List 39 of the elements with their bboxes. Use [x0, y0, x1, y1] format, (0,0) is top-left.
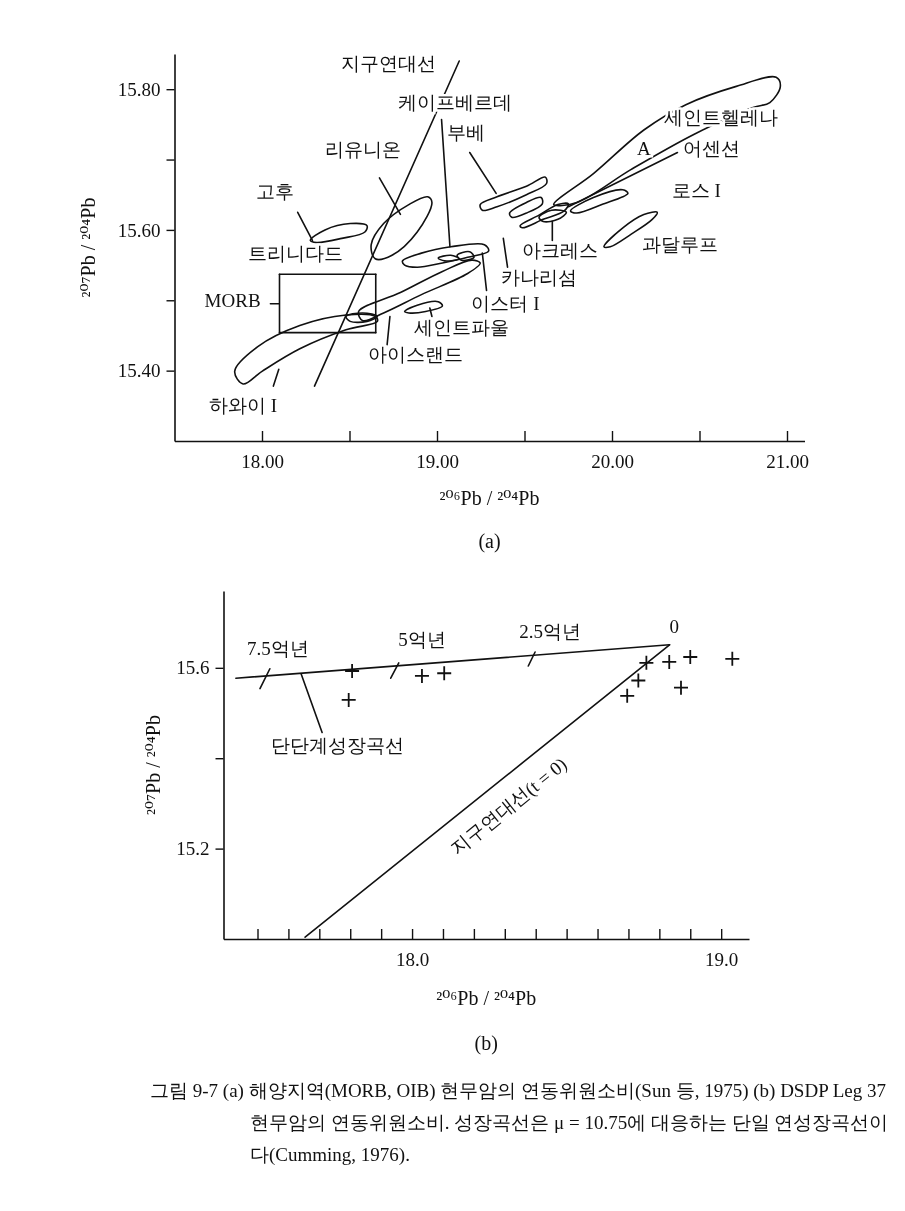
x-tick-label: 19.0 [705, 949, 739, 971]
y-tick-label: 15.6 [176, 657, 210, 679]
annotation: 단단계성장곡선 [271, 735, 405, 757]
annotation: 트리니다드 [248, 243, 344, 265]
annotation: MORB [204, 290, 261, 312]
annotation: 세인트파울 [413, 317, 509, 339]
annotation: 7.5억년 [247, 638, 309, 660]
y-tick-label: 15.60 [117, 219, 161, 241]
annotation: 리유니온 [324, 139, 401, 161]
annotation: 2.5억년 [519, 621, 582, 643]
caption: 그림 9-7 (a) 해양지역(MORB, OIB) 현무암의 연동위원소비(Sun 등, 1975) (b) DSDP Leg 37 현무암의 연동위원소비. 성장곡선은 μ = 10.75에 대응하는 단일 연성장곡선이다(Cumming, 1976). [150, 1079, 890, 1167]
annotation: 카나리섬 [501, 267, 578, 289]
x-tick-label: 20.00 [591, 451, 634, 473]
annotation: 지구연대선 [340, 53, 436, 75]
annotation: 0 [669, 615, 679, 637]
text: (a) [478, 530, 501, 553]
x-axis-title: ²⁰⁶Pb / ²⁰⁴Pb [436, 987, 537, 1009]
y-axis-title: ²⁰⁷Pb / ²⁰⁴Pb [142, 715, 164, 815]
annotation: 과달루프 [641, 234, 718, 256]
annotation: 부베 [446, 121, 485, 143]
text: (b) [474, 1032, 498, 1055]
annotation: 아크레스 [522, 240, 599, 262]
annotation: 로스 I [671, 179, 721, 201]
x-tick-label: 19.00 [416, 451, 459, 473]
annotation: 5억년 [398, 628, 446, 650]
y-tick-label: 15.2 [176, 838, 210, 860]
x-tick-label: 18.0 [395, 949, 430, 971]
x-tick-label: 21.00 [766, 451, 809, 473]
annotation: 어센션 [682, 137, 740, 159]
y-tick-label: 15.40 [117, 360, 161, 382]
y-tick-label: 15.80 [117, 78, 161, 100]
x-axis-title: ²⁰⁶Pb / ²⁰⁴Pb [439, 487, 540, 509]
annotation: 아이스랜드 [367, 343, 463, 365]
x-tick-label: 18.00 [241, 451, 284, 473]
annotation: 고후 [255, 180, 294, 202]
y-axis-title: ²⁰⁷Pb / ²⁰⁴Pb [77, 197, 99, 298]
annotation: A [636, 137, 651, 159]
annotation: 이스터 I [471, 292, 540, 314]
annotation: 하와이 I [209, 394, 278, 416]
